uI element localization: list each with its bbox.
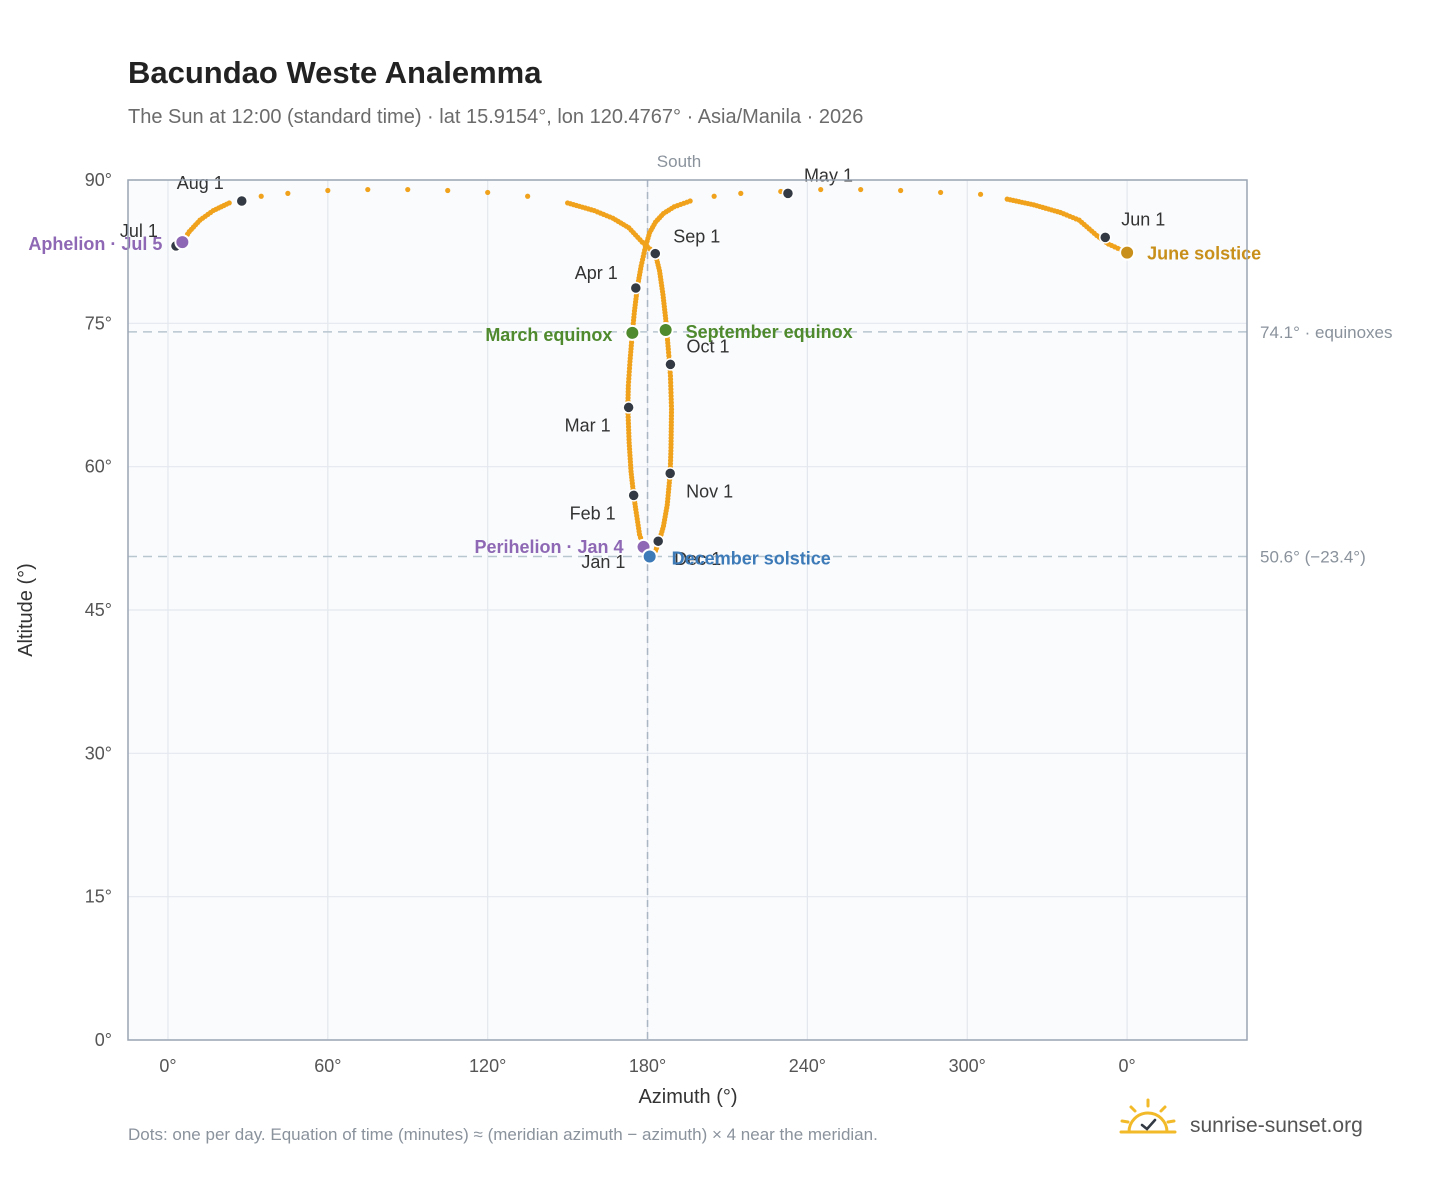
month-marker-label: Sep 1	[673, 227, 720, 247]
month-marker	[781, 187, 795, 200]
event-label: Perihelion · Jan 4	[474, 537, 623, 557]
month-marker	[1099, 231, 1112, 244]
month-marker-label: Feb 1	[570, 503, 616, 523]
south-label: South	[657, 152, 701, 171]
event-marker	[641, 548, 658, 565]
chart-title: Bacundao Weste Analemma	[128, 55, 542, 90]
daily-sun-dot	[687, 198, 693, 204]
reference-line-label: 74.1° · equinoxes	[1260, 323, 1393, 342]
month-marker-label: Nov 1	[686, 481, 733, 501]
event-marker	[1119, 244, 1136, 261]
y-tick-label: 0°	[95, 1030, 112, 1050]
daily-sun-dot	[858, 186, 864, 193]
x-tick-label: 240°	[789, 1056, 826, 1076]
month-marker	[664, 358, 677, 371]
y-tick-label: 30°	[85, 743, 112, 763]
month-marker-label: Apr 1	[575, 263, 618, 283]
x-axis-label: Azimuth (°)	[638, 1086, 737, 1108]
daily-sun-dot	[711, 193, 717, 199]
footnote: Dots: one per day. Equation of time (min…	[128, 1125, 878, 1144]
month-marker-label: Oct 1	[686, 336, 729, 356]
brand-name: sunrise-sunset.org	[1190, 1114, 1363, 1137]
x-tick-label: 60°	[314, 1056, 341, 1076]
daily-sun-dot	[285, 190, 291, 196]
daily-sun-dot	[445, 187, 451, 194]
event-label: March equinox	[485, 325, 612, 345]
month-marker-label: May 1	[804, 165, 853, 185]
month-markers: Jan 1 Feb 1 Mar 1 Apr 1 May 1 Jun 1 Jul 1 Aug 1…	[120, 165, 1165, 571]
month-marker	[663, 467, 677, 480]
month-marker-label: Jul 1	[120, 221, 158, 241]
daily-sun-dot	[818, 186, 824, 193]
month-marker-label: Dec 1	[674, 549, 721, 569]
y-axis-label: Altitude (°)	[15, 563, 37, 657]
daily-sun-dot	[525, 193, 531, 199]
month-marker	[627, 489, 640, 502]
daily-sun-dot	[405, 186, 411, 193]
x-tick-label: 120°	[469, 1056, 506, 1076]
month-marker-label: Jun 1	[1121, 209, 1165, 229]
month-marker	[649, 247, 662, 260]
event-label: June solstice	[1147, 244, 1261, 264]
event-markers: June solstice Aphelion · Jul 5 March equin…	[28, 234, 1261, 568]
daily-sun-dot	[898, 187, 904, 194]
month-marker-label: Aug 1	[177, 173, 224, 193]
reference-lines: 74.1° · equinoxes 50.6° (−23.4°)	[128, 323, 1393, 566]
month-marker	[651, 534, 665, 548]
month-marker	[622, 401, 635, 414]
y-tick-label: 75°	[85, 313, 112, 333]
sunrise-logo-icon	[1119, 1098, 1177, 1134]
y-tick-label: 60°	[85, 457, 112, 477]
event-marker	[624, 324, 641, 341]
x-tick-label: 0°	[159, 1056, 176, 1076]
y-tick-label: 45°	[85, 600, 112, 620]
reference-line-label: 50.6° (−23.4°)	[1260, 547, 1366, 566]
plot-frame	[127, 179, 1248, 1041]
event-label: Aphelion · Jul 5	[28, 234, 162, 254]
daily-sun-dot	[738, 190, 744, 196]
month-marker-label: Mar 1	[565, 415, 611, 435]
y-tick-label: 90°	[85, 170, 112, 190]
event-label: September equinox	[686, 322, 853, 342]
event-marker	[657, 322, 674, 339]
y-tick-label: 15°	[85, 887, 112, 907]
daily-sun-dot	[226, 200, 232, 206]
x-tick-label: 0°	[1118, 1056, 1135, 1076]
daily-sun-dot	[325, 187, 331, 194]
meridian: South	[646, 152, 701, 1040]
event-label: December solstice	[672, 548, 831, 568]
event-marker	[174, 234, 191, 251]
daily-sun-dot	[938, 189, 944, 196]
daily-sun-dot	[258, 193, 264, 199]
daily-sun-dot	[365, 186, 371, 193]
daily-sun-dot	[977, 191, 984, 197]
axis-ticks: 0° 60° 120° 180° 240° 300° 0° 0° 15° 30° 45° 60° 75°…	[85, 170, 1136, 1076]
daily-sun-dot	[485, 189, 491, 196]
x-tick-label: 300°	[949, 1056, 986, 1076]
x-tick-label: 180°	[629, 1056, 666, 1076]
chart-subtitle: The Sun at 12:00 (standard time) · lat 1…	[128, 106, 863, 128]
month-marker	[629, 281, 643, 295]
month-marker	[235, 194, 249, 208]
month-marker-label: Jan 1	[581, 552, 625, 572]
